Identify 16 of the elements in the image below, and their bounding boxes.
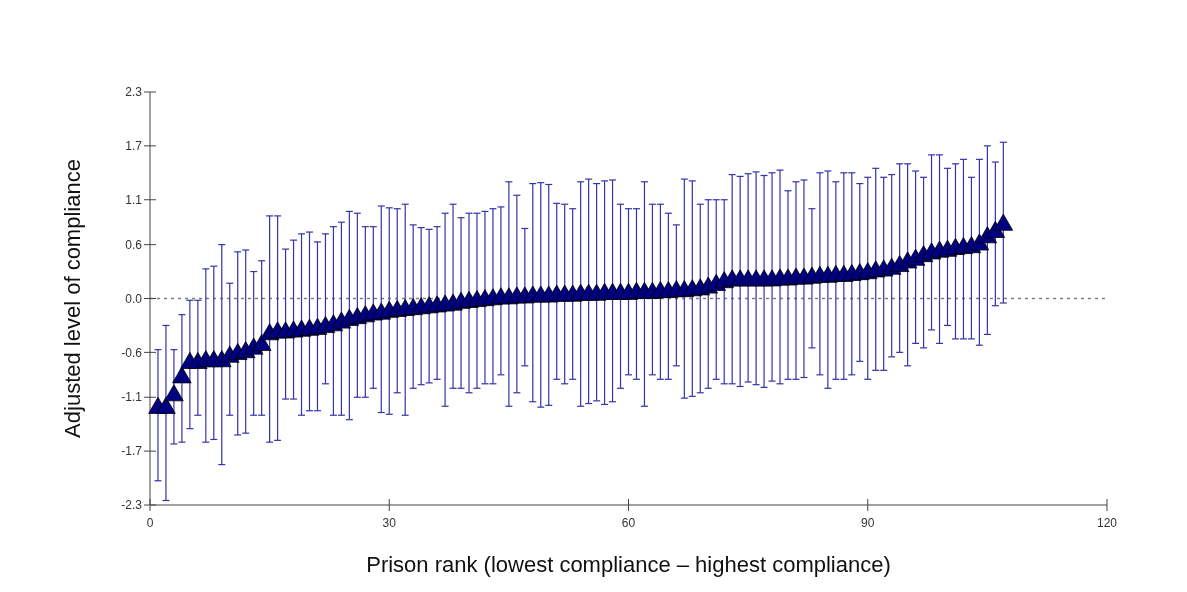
y-tick-label: -1.7 xyxy=(121,444,143,459)
x-axis-title: Prison rank (lowest compliance – highest compliance) xyxy=(366,552,891,577)
x-tick-label: 60 xyxy=(621,516,636,530)
y-tick-label: 2.3 xyxy=(125,85,143,100)
x-tick-label: 0 xyxy=(146,516,154,530)
y-tick-label: -1.1 xyxy=(121,390,143,405)
x-tick-label: 90 xyxy=(861,516,875,530)
y-tick-label: -0.6 xyxy=(121,345,143,360)
y-tick-label: 1.7 xyxy=(125,139,143,154)
y-tick-label: 0.0 xyxy=(125,291,143,306)
y-tick-label: -2.3 xyxy=(121,498,143,513)
y-tick-label: 1.1 xyxy=(125,192,143,207)
x-tick-label: 120 xyxy=(1096,516,1118,530)
y-tick-label: 0.6 xyxy=(125,237,143,252)
x-tick-label: 30 xyxy=(382,516,397,530)
y-axis-title: Adjusted level of compliance xyxy=(60,159,85,438)
